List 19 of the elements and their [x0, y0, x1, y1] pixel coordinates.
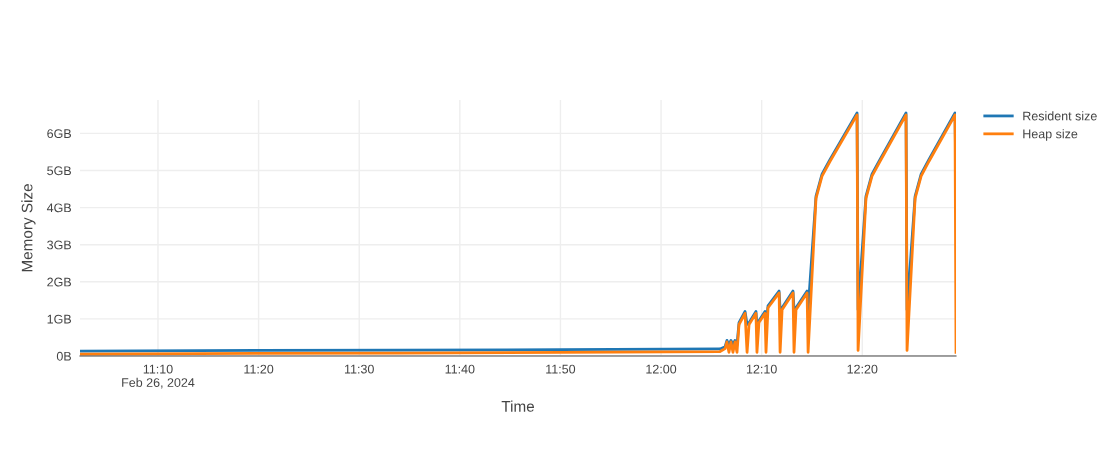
y-tick-label: 3GB: [47, 240, 72, 250]
x-tick-label: 11:30: [344, 364, 374, 374]
y-tick-label: 0B: [56, 351, 72, 361]
x-tick-label: 12:20: [847, 364, 878, 374]
legend-label: Heap size: [1023, 129, 1078, 141]
x-tick-label: 11:10 Feb 26, 2024: [122, 364, 195, 389]
x-tick-label: 12:10: [746, 364, 777, 374]
y-tick-label: 5GB: [47, 166, 72, 176]
legend-label: Resident size: [1023, 111, 1097, 121]
y-tick-label: 4GB: [46, 203, 72, 213]
x-tick-label: 11:40: [445, 364, 475, 374]
y-axis-title: Memory Size: [21, 184, 36, 272]
x-tick-label: 11:50: [546, 364, 576, 374]
y-tick-label: 1GB: [47, 314, 72, 324]
y-tick-label: 2GB: [47, 277, 72, 287]
x-tick-label: 12:00: [646, 364, 677, 374]
y-tick-label: 6GB: [47, 129, 72, 139]
x-tick-label: 11:20: [244, 364, 274, 374]
x-axis-title: Time: [501, 400, 535, 412]
